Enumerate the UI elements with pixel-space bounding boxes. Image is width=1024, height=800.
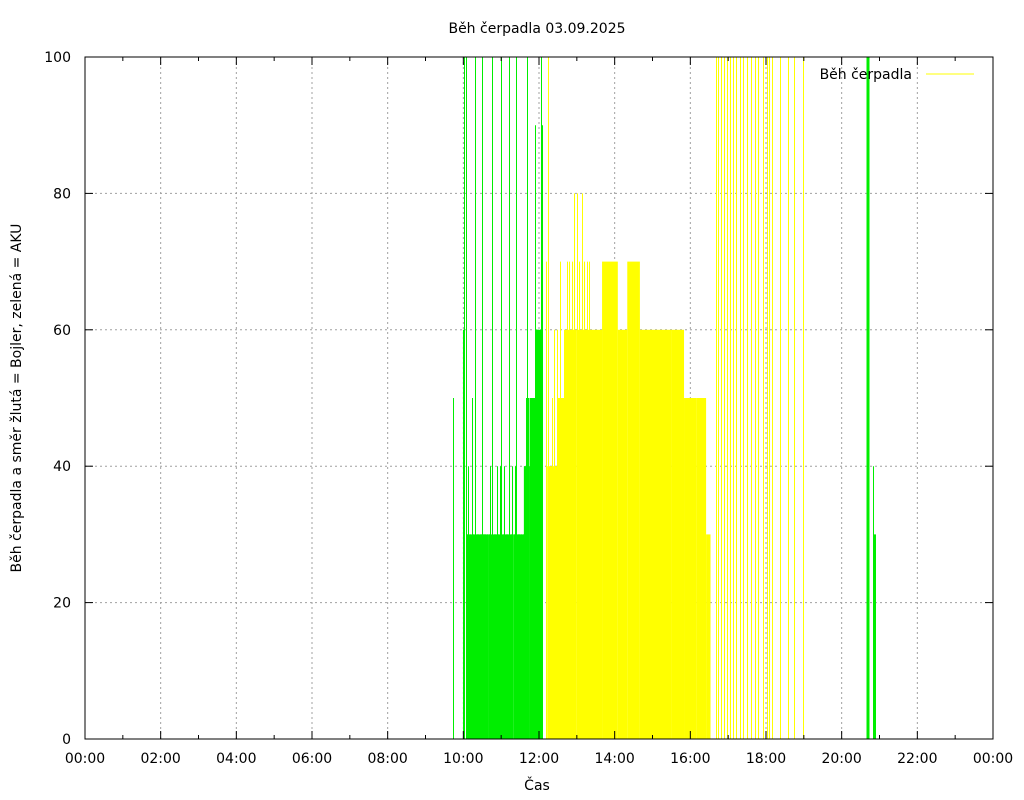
x-axis-label: Čas: [524, 776, 550, 794]
x-tick-label: 02:00: [140, 751, 180, 767]
y-tick-label: 20: [53, 596, 71, 612]
fill-block-bojler: [627, 261, 640, 739]
fill-block-aku: [535, 329, 543, 739]
fill-block-bojler: [696, 398, 707, 739]
x-tick-label: 18:00: [746, 751, 786, 767]
y-tick-label: 60: [53, 323, 71, 339]
fill-block-aku: [466, 534, 476, 739]
legend-label: Běh čerpadla: [820, 67, 912, 83]
x-tick-label: 10:00: [443, 751, 483, 767]
x-tick-label: 16:00: [670, 751, 710, 767]
fill-block-bojler: [652, 329, 672, 739]
x-tick-label: 06:00: [292, 751, 332, 767]
x-tick-label: 14:00: [594, 751, 634, 767]
chart-title: Běh čerpadla 03.09.2025: [448, 21, 625, 37]
x-tick-label: 22:00: [897, 751, 937, 767]
fill-block-bojler: [602, 261, 618, 739]
y-tick-label: 100: [44, 50, 71, 66]
fill-block-bojler: [706, 534, 711, 739]
fill-block-bojler: [617, 329, 628, 739]
fill-block-bojler: [639, 329, 653, 739]
fill-block-bojler: [589, 329, 603, 739]
legend: Běh čerpadla: [820, 67, 974, 83]
fill-block-bojler: [671, 329, 685, 739]
x-tick-label: 04:00: [216, 751, 256, 767]
y-tick-label: 80: [53, 186, 71, 202]
x-tick-label: 20:00: [821, 751, 861, 767]
y-axis-label: Běh čerpadla a směr žlutá = Bojler, zele…: [9, 224, 25, 573]
fill-block-bojler: [684, 398, 697, 739]
x-tick-label: 12:00: [519, 751, 559, 767]
data-marks: [453, 57, 876, 739]
axis-ticks: 00:00 02:00 04:00 06:00 08:00 10:00 12:00 14:00…: [44, 50, 1013, 767]
x-tick-label: 00:00: [973, 751, 1013, 767]
x-tick-label: 00:00: [65, 751, 105, 767]
y-tick-label: 0: [62, 732, 71, 748]
fill-block-bojler: [557, 398, 565, 739]
x-tick-label: 08:00: [367, 751, 407, 767]
y-tick-label: 40: [53, 459, 71, 475]
